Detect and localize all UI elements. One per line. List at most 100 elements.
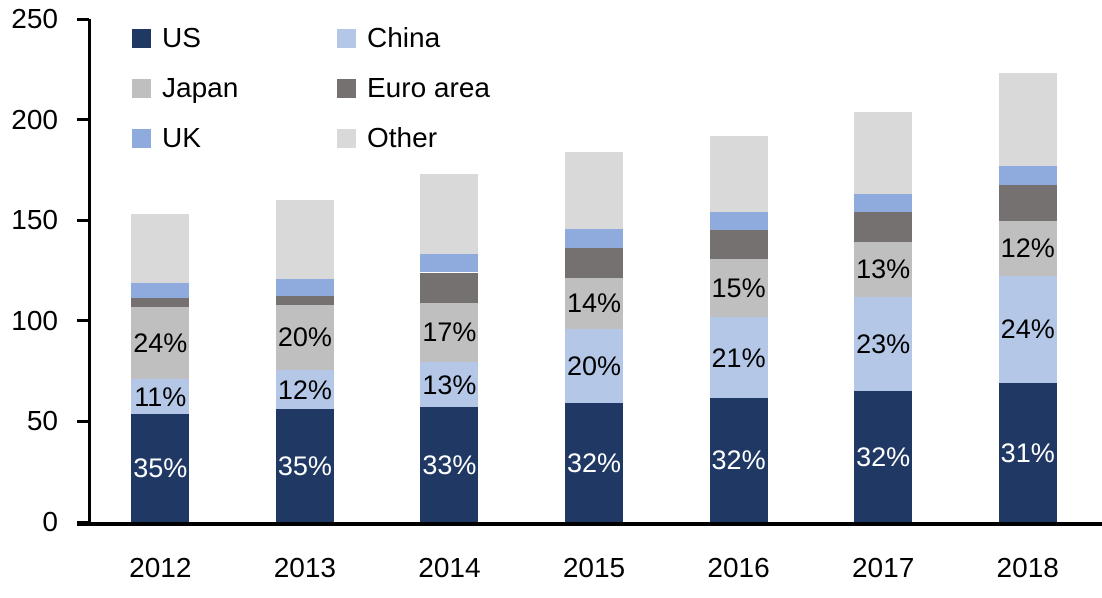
bar-segment-china <box>998 275 1057 384</box>
legend-swatch-icon <box>337 128 356 148</box>
legend: US Japan UK China Euro area Other <box>132 13 490 163</box>
bar-segment-japan <box>854 242 913 297</box>
legend-item-uk: UK <box>132 113 337 163</box>
x-axis-label-2016: 2016 <box>707 552 770 583</box>
bar-segment-label-japan: 13% <box>856 254 911 285</box>
legend-item-china: China <box>337 13 490 63</box>
legend-swatch-icon <box>132 28 151 48</box>
legend-item-japan: Japan <box>132 63 337 113</box>
legend-label: Euro area <box>367 72 490 103</box>
bar-segment-china <box>131 379 190 415</box>
y-axis-tick-label: 250 <box>11 3 58 34</box>
x-axis-label-2014: 2014 <box>418 552 481 583</box>
bar-segment-japan <box>420 302 479 363</box>
bar-segment-label-us: 35% <box>277 450 332 481</box>
bar-segment-japan <box>131 306 190 380</box>
x-axis-label-2013: 2013 <box>273 552 336 583</box>
legend-item-euro-area: Euro area <box>337 63 490 113</box>
bar-segment-other <box>565 151 623 230</box>
legend-label: UK <box>162 122 201 153</box>
bar-segment-japan <box>998 221 1057 276</box>
bar-segment-japan <box>709 259 768 317</box>
legend-swatch-icon <box>337 78 356 98</box>
y-axis-tick-label: 100 <box>11 304 58 336</box>
bar-segment-label-china: 11% <box>134 381 187 412</box>
bar-segment-uk <box>420 254 479 273</box>
bar-segment-uk <box>998 165 1057 185</box>
bar-segment-label-china: 13% <box>422 369 477 400</box>
bar-segment-euro-area <box>709 230 768 260</box>
bar-segment-uk <box>275 278 334 296</box>
y-axis-tick-label: 50 <box>26 405 58 437</box>
bar-segment-japan <box>565 277 623 329</box>
legend-item-us: US <box>132 13 337 63</box>
bar-segment-us <box>420 407 479 522</box>
y-axis-tick <box>77 17 89 21</box>
bar-segment-japan <box>275 304 334 371</box>
bar-segment-us <box>131 414 190 522</box>
bar-segment-label-japan: 12% <box>1000 233 1055 264</box>
legend-label: China <box>367 22 441 53</box>
bar-segment-euro-area <box>275 295 334 305</box>
bar-segment-other <box>275 200 334 279</box>
bar-segment-label-japan: 20% <box>277 322 332 353</box>
legend-swatch-icon <box>132 128 151 148</box>
bar-segment-us <box>854 391 913 522</box>
bar-segment-other <box>420 173 479 255</box>
bar-segment-euro-area <box>420 272 479 303</box>
legend-label: Japan <box>162 72 239 103</box>
bar-segment-label-us: 32% <box>856 441 911 472</box>
bar-segment-label-japan: 17% <box>422 317 477 348</box>
y-axis-tick <box>77 218 89 222</box>
bar-segment-euro-area <box>131 297 190 307</box>
bar-segment-label-china: 20% <box>566 351 622 382</box>
bar-segment-other <box>998 73 1057 166</box>
y-axis-tick-label: 150 <box>11 204 58 236</box>
x-axis-line <box>77 522 1102 526</box>
bar-segment-label-us: 35% <box>133 453 188 484</box>
bar-segment-label-china: 12% <box>277 374 332 405</box>
legend-swatch-icon <box>132 78 151 98</box>
x-axis-label-2015: 2015 <box>562 552 626 583</box>
bar-segment-label-us: 32% <box>566 447 622 478</box>
y-axis-tick-label: 200 <box>11 103 58 135</box>
bar-segment-other <box>854 111 913 195</box>
bar-segment-other <box>709 135 768 213</box>
bar-segment-label-china: 24% <box>1000 314 1055 345</box>
y-axis-tick <box>77 118 89 122</box>
bar-segment-euro-area <box>565 248 623 278</box>
bar-segment-china <box>420 362 479 408</box>
bar-segment-us <box>275 409 334 522</box>
bar-segment-label-us: 31% <box>1000 437 1055 468</box>
bar-segment-uk <box>709 212 768 231</box>
legend-swatch-icon <box>337 28 356 48</box>
bar-segment-china <box>275 370 334 410</box>
x-axis-label-2018: 2018 <box>996 552 1059 583</box>
bar-segment-label-us: 33% <box>422 449 477 480</box>
bar-segment-us <box>709 398 768 522</box>
y-axis-line <box>88 19 91 522</box>
bar-segment-label-japan: 24% <box>133 327 188 358</box>
bar-segment-china <box>565 328 623 404</box>
x-axis-label-2012: 2012 <box>129 552 192 583</box>
bar-segment-uk <box>854 194 913 213</box>
y-axis-tick-label: 0 <box>42 506 58 537</box>
bar-segment-label-china: 21% <box>711 342 766 373</box>
bar-segment-china <box>709 316 768 399</box>
legend-label: Other <box>367 122 438 153</box>
bar-segment-label-japan: 15% <box>711 273 766 304</box>
bar-segment-uk <box>131 282 190 298</box>
x-axis-label-2017: 2017 <box>851 552 915 583</box>
bar-segment-us <box>565 403 623 522</box>
bar-segment-euro-area <box>854 212 913 243</box>
bar-segment-label-japan: 14% <box>566 288 622 319</box>
legend-label: US <box>162 22 201 53</box>
bar-segment-label-us: 32% <box>711 445 766 476</box>
bar-segment-label-china: 23% <box>856 328 911 359</box>
legend-item-other: Other <box>337 113 490 163</box>
bar-segment-uk <box>565 229 623 249</box>
bar-segment-china <box>854 296 913 392</box>
bar-segment-other <box>131 214 190 283</box>
y-axis-tick <box>77 419 89 423</box>
